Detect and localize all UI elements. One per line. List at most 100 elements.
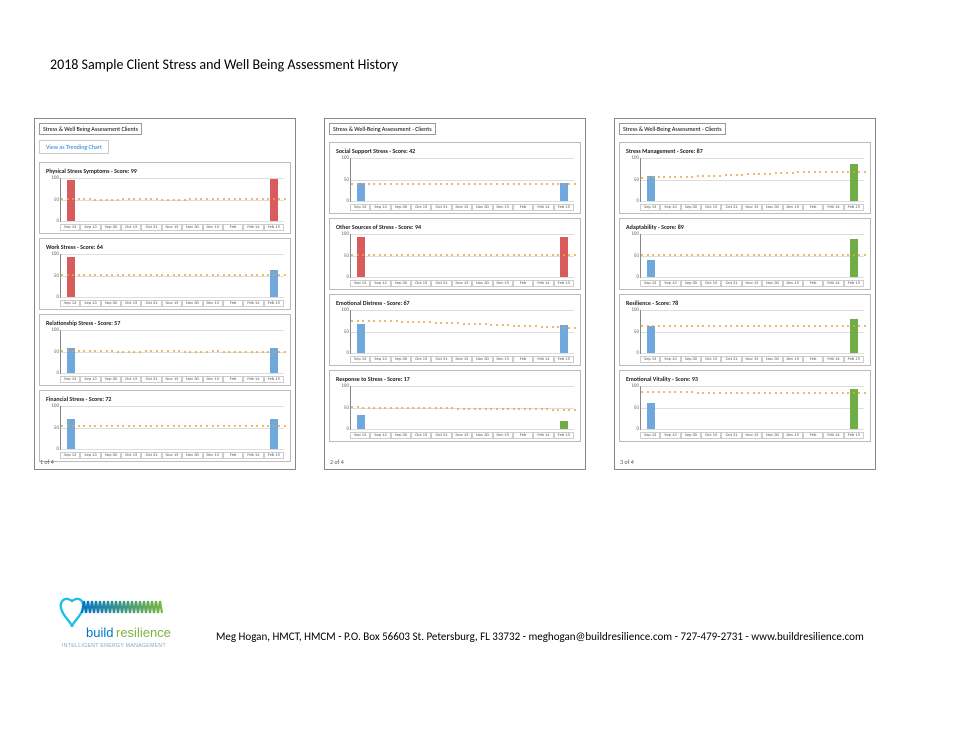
chart-bar bbox=[850, 389, 858, 429]
x-tick-label: Feb 15 bbox=[264, 224, 284, 231]
y-tick-label: 0 bbox=[627, 426, 639, 432]
panel-header: Stress & Well-Being Assessment - Clients bbox=[329, 123, 436, 135]
chart-block: Resilience - Score: 78050100Sep 13Sep 13… bbox=[619, 294, 871, 366]
y-tick-label: 0 bbox=[337, 350, 349, 356]
y-tick-label: 50 bbox=[627, 329, 639, 335]
x-tick-label: Feb bbox=[223, 224, 243, 231]
svg-text:INTELLIGENT ENERGY MANAGEMENT: INTELLIGENT ENERGY MANAGEMENT bbox=[62, 643, 166, 649]
trending-link[interactable]: View as Trending Chart bbox=[39, 140, 109, 154]
x-tick-label: Dec 15 bbox=[493, 204, 513, 211]
chart-block: Work Stress - Score: 64050100Sep 13Sep 1… bbox=[39, 238, 291, 310]
y-tick-label: 0 bbox=[627, 198, 639, 204]
x-tick-label: Sep 13 bbox=[660, 204, 680, 211]
chart-block: Physical Stress Symptoms - Score: 990501… bbox=[39, 162, 291, 234]
x-tick-label: Feb 15 bbox=[264, 300, 284, 307]
x-tick-label: Nov 15 bbox=[452, 432, 472, 439]
x-tick-label: Sep 13 bbox=[80, 300, 100, 307]
x-tick-label: Sep 30 bbox=[101, 376, 121, 383]
chart-title: Emotional Vitality - Score: 93 bbox=[626, 375, 864, 383]
x-axis-labels: Sep 13Sep 13Sep 30Oct 15Oct 31Nov 15Nov … bbox=[350, 432, 574, 439]
x-tick-label: Feb 15 bbox=[264, 376, 284, 383]
x-tick-label: Nov 30 bbox=[762, 204, 782, 211]
svg-text:build: build bbox=[86, 625, 113, 640]
x-tick-label: Nov 15 bbox=[742, 432, 762, 439]
x-tick-label: Feb 15 bbox=[554, 280, 574, 287]
y-tick-label: 50 bbox=[47, 197, 59, 203]
x-tick-label: Dec 15 bbox=[203, 224, 223, 231]
chart-area: 050100 bbox=[640, 310, 864, 354]
page-number: 1 of 4 bbox=[40, 458, 54, 466]
x-tick-label: Sep 30 bbox=[101, 452, 121, 459]
chart-area: 050100 bbox=[640, 234, 864, 278]
x-tick-label: Oct 31 bbox=[141, 452, 161, 459]
x-axis-labels: Sep 13Sep 13Sep 30Oct 15Oct 31Nov 15Nov … bbox=[60, 376, 284, 383]
y-tick-label: 100 bbox=[627, 383, 639, 389]
x-tick-label: Dec 15 bbox=[493, 432, 513, 439]
chart-bar bbox=[270, 348, 278, 373]
y-tick-label: 100 bbox=[47, 403, 59, 409]
chart-area: 050100 bbox=[60, 178, 284, 222]
chart-area: 050100 bbox=[350, 310, 574, 354]
chart-title: Stress Management - Score: 87 bbox=[626, 147, 864, 155]
y-tick-label: 50 bbox=[627, 253, 639, 259]
x-tick-label: Oct 15 bbox=[411, 280, 431, 287]
x-tick-label: Sep 13 bbox=[370, 280, 390, 287]
chart-bar bbox=[67, 348, 75, 373]
y-tick-label: 100 bbox=[337, 231, 349, 237]
chart-bar bbox=[357, 237, 365, 277]
chart-block: Emotional Distress - Score: 67 050100 Sep … bbox=[329, 294, 581, 366]
chart-title: Resilience - Score: 78 bbox=[626, 299, 864, 307]
x-tick-label: Sep 13 bbox=[350, 204, 370, 211]
x-tick-label: Nov 30 bbox=[472, 356, 492, 363]
x-tick-label: Feb 14 bbox=[243, 376, 263, 383]
x-tick-label: Feb 15 bbox=[554, 204, 574, 211]
y-tick-label: 0 bbox=[47, 218, 59, 224]
page-number: 2 of 4 bbox=[330, 458, 344, 466]
footer-text: Meg Hogan, HMCT, HMCM - P.O. Box 56603 S… bbox=[216, 630, 864, 649]
x-tick-label: Dec 15 bbox=[783, 432, 803, 439]
x-tick-label: Feb bbox=[803, 432, 823, 439]
x-tick-label: Sep 30 bbox=[391, 356, 411, 363]
chart-area: 050100 bbox=[640, 158, 864, 202]
x-tick-label: Feb 14 bbox=[823, 280, 843, 287]
x-tick-label: Oct 15 bbox=[701, 432, 721, 439]
chart-title: Response to Stress - Score: 17 bbox=[336, 375, 574, 383]
chart-title: Relationship Stress - Score: 57 bbox=[46, 319, 284, 327]
x-tick-label: Nov 30 bbox=[762, 432, 782, 439]
x-tick-label: Nov 15 bbox=[452, 204, 472, 211]
y-tick-label: 100 bbox=[337, 383, 349, 389]
x-tick-label: Dec 15 bbox=[783, 356, 803, 363]
y-tick-label: 50 bbox=[627, 177, 639, 183]
x-tick-label: Feb 14 bbox=[243, 300, 263, 307]
x-tick-label: Oct 31 bbox=[141, 376, 161, 383]
chart-block: Relationship Stress - Score: 57050100Sep… bbox=[39, 314, 291, 386]
x-tick-label: Feb 15 bbox=[554, 432, 574, 439]
x-tick-label: Feb bbox=[223, 376, 243, 383]
chart-bar bbox=[850, 239, 858, 277]
chart-title: Financial Stress - Score: 72 bbox=[46, 395, 284, 403]
x-tick-label: Nov 30 bbox=[182, 452, 202, 459]
x-tick-label: Feb bbox=[513, 356, 533, 363]
x-tick-label: Sep 13 bbox=[80, 452, 100, 459]
chart-title: Emotional Distress - Score: 67 bbox=[336, 299, 574, 307]
x-axis-labels: Sep 13Sep 13Sep 30Oct 15Oct 31Nov 15Nov … bbox=[640, 432, 864, 439]
x-tick-label: Oct 15 bbox=[701, 204, 721, 211]
x-tick-label: Oct 15 bbox=[121, 376, 141, 383]
x-tick-label: Feb 15 bbox=[844, 280, 864, 287]
y-tick-label: 50 bbox=[337, 253, 349, 259]
y-tick-label: 100 bbox=[627, 307, 639, 313]
y-tick-label: 50 bbox=[337, 329, 349, 335]
x-tick-label: Nov 30 bbox=[472, 204, 492, 211]
x-tick-label: Sep 13 bbox=[640, 280, 660, 287]
x-tick-label: Sep 13 bbox=[660, 432, 680, 439]
report-panel: Stress & Well Being Assessment ClientsVi… bbox=[34, 118, 296, 470]
x-tick-label: Oct 15 bbox=[701, 356, 721, 363]
chart-area: 050100 bbox=[350, 386, 574, 430]
y-tick-label: 0 bbox=[627, 274, 639, 280]
page-title: 2018 Sample Client Stress and Well Being… bbox=[50, 56, 398, 73]
chart-title: Adaptability - Score: 89 bbox=[626, 223, 864, 231]
y-tick-label: 100 bbox=[627, 231, 639, 237]
x-tick-label: Oct 31 bbox=[431, 280, 451, 287]
x-tick-label: Oct 31 bbox=[431, 356, 451, 363]
x-tick-label: Nov 15 bbox=[162, 224, 182, 231]
